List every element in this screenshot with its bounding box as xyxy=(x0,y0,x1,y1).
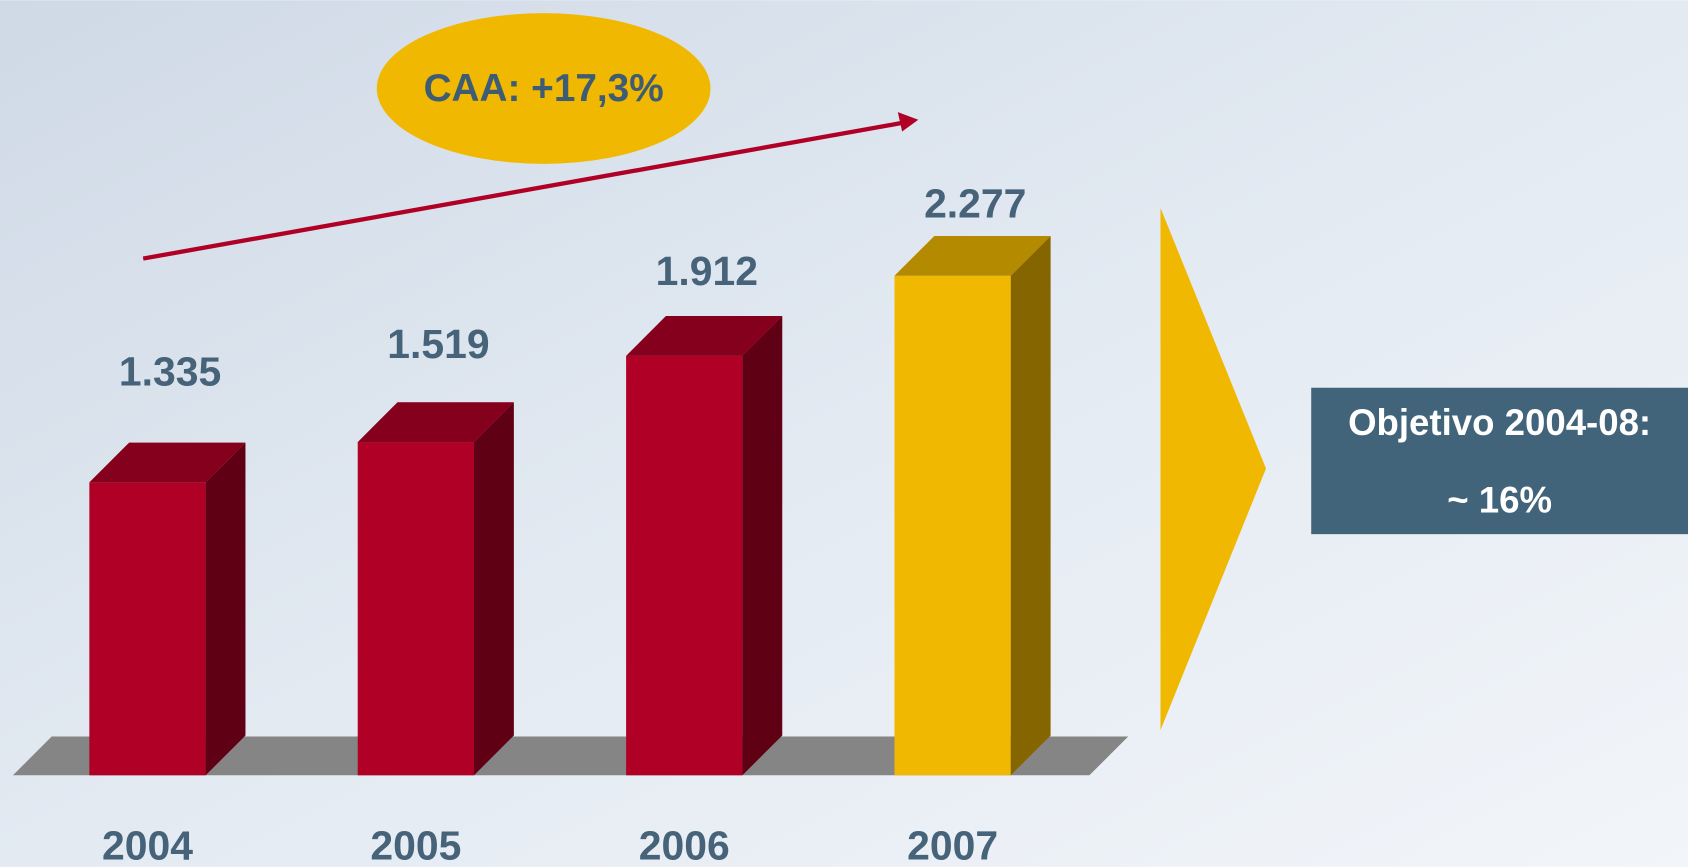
x-tick-label: 2004 xyxy=(102,822,193,867)
bar xyxy=(894,276,1010,776)
bar xyxy=(89,482,205,775)
value-label: 1.335 xyxy=(119,349,221,395)
objective-value: ~ 16% xyxy=(1447,480,1552,521)
bar xyxy=(358,442,474,775)
bar xyxy=(626,356,742,775)
x-tick-label: 2006 xyxy=(639,822,730,867)
x-tick-label: 2007 xyxy=(907,822,998,867)
value-label: 1.912 xyxy=(656,248,758,294)
value-label: 1.519 xyxy=(387,321,489,367)
chart: CAA: +17,3% Objetivo 2004-08: ~ 16% 1.33… xyxy=(0,0,1688,867)
bar-side-shade xyxy=(1011,236,1051,775)
bar-side-shade xyxy=(474,402,514,775)
bar-side-shade xyxy=(206,443,246,776)
caa-label: CAA: +17,3% xyxy=(424,67,664,110)
value-label: 2.277 xyxy=(924,181,1026,227)
page: {"chart_data": {"type": "bar3d", "catego… xyxy=(0,0,1688,867)
x-tick-label: 2005 xyxy=(370,822,461,867)
objective-label: Objetivo 2004-08: xyxy=(1348,402,1651,443)
bar-side-shade xyxy=(742,316,782,775)
